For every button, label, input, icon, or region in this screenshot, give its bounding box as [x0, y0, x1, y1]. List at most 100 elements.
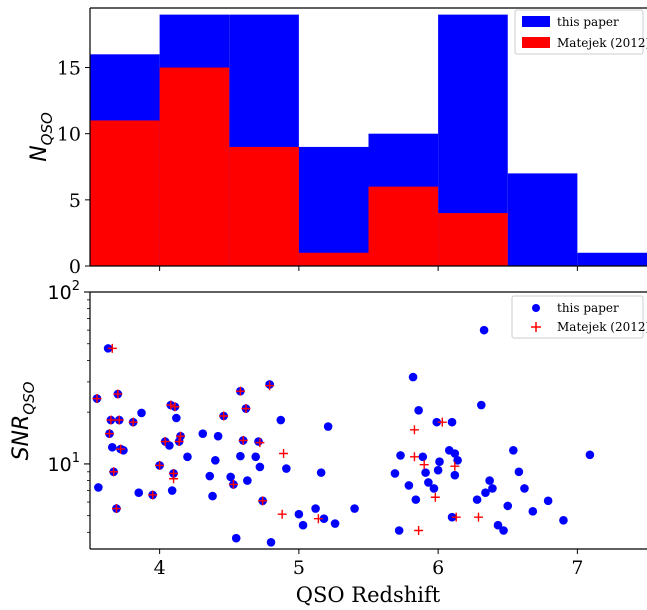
- scatter-point: [429, 484, 439, 493]
- scatter-axes: [89, 291, 647, 550]
- scatter-plus-marker: [255, 438, 265, 448]
- scatter-plus-marker: [148, 490, 158, 500]
- scatter-point: [134, 488, 144, 498]
- histogram-y-ticks: 0 5 10 15: [57, 58, 90, 278]
- scatter-point: [226, 472, 235, 482]
- scatter-point: [394, 526, 404, 535]
- scatter-plus-marker: [160, 437, 170, 447]
- scatter-point: [282, 464, 291, 473]
- scatter-point: [94, 483, 103, 492]
- scatter-point: [435, 457, 444, 467]
- scatter-point: [211, 455, 220, 465]
- scatter-point: [213, 431, 223, 441]
- scatter-point: [414, 406, 423, 415]
- scatter-point: [509, 446, 518, 455]
- scatter-point: [319, 514, 329, 524]
- scatter-plus-marker: [419, 460, 429, 470]
- scatter-point: [479, 325, 489, 335]
- scatter-point: [236, 451, 245, 461]
- scatter-point: [408, 372, 418, 382]
- scatter-plus-marker: [437, 417, 447, 427]
- scatter-plus-marker: [277, 509, 287, 519]
- scatter-plus-marker: [474, 512, 484, 522]
- legend-label-this-paper: this paper: [557, 15, 619, 29]
- scatter-y-tick-label: 102: [48, 279, 80, 304]
- scatter-point: [172, 413, 181, 423]
- scatter-plus-marker: [116, 444, 126, 454]
- scatter-plus-marker: [155, 460, 165, 470]
- scatter-point: [350, 504, 359, 513]
- scatter-point: [323, 422, 333, 431]
- scatter-point: [396, 451, 405, 460]
- scatter-panel: 101 102 4 5 6 7 SNRQSO QSO Redshift this pap…: [9, 279, 647, 607]
- scatter-plus-marker: [176, 431, 186, 441]
- scatter-point: [107, 442, 117, 452]
- scatter-plus-marker: [128, 417, 138, 427]
- scatter-plus-marker: [414, 525, 424, 535]
- histogram-bar: [368, 186, 439, 266]
- scatter-points-matejek: [92, 343, 484, 535]
- scatter-plus-marker: [241, 404, 251, 414]
- scatter-point: [266, 538, 276, 547]
- scatter-plus-marker: [228, 479, 238, 489]
- legend-label-matejek: Matejek (2012): [557, 36, 647, 50]
- legend-marker-matejek: [531, 322, 541, 332]
- scatter-x-axis-label: QSO Redshift: [296, 583, 441, 607]
- scatter-plus-marker: [104, 429, 114, 439]
- histogram-bar: [229, 146, 299, 266]
- scatter-point: [390, 469, 400, 478]
- scatter-point: [231, 533, 241, 543]
- scatter-point: [481, 488, 490, 498]
- scatter-plus-marker: [114, 415, 124, 425]
- scatter-point: [447, 417, 457, 427]
- scatter-point: [476, 400, 486, 410]
- scatter-point: [311, 504, 320, 513]
- histogram-bar: [438, 213, 508, 266]
- histogram-bar: [298, 146, 369, 266]
- scatter-point: [255, 462, 265, 472]
- scatter-plus-marker: [409, 425, 419, 435]
- histogram-y-tick-label: 5: [69, 190, 81, 212]
- histogram-bar: [298, 252, 369, 266]
- scatter-plus-marker: [451, 512, 461, 522]
- scatter-point: [411, 495, 421, 504]
- histogram-bar: [577, 252, 647, 266]
- histogram-bar: [90, 120, 160, 266]
- scatter-point: [243, 476, 252, 485]
- scatter-point: [499, 526, 508, 535]
- scatter-plus-marker: [107, 343, 117, 353]
- scatter-point: [528, 507, 538, 516]
- scatter-x-tick-label: 4: [154, 557, 166, 579]
- scatter-point: [432, 417, 442, 427]
- scatter-y-axis-label: SNRQSO: [9, 381, 38, 460]
- histogram-y-tick-label: 15: [57, 58, 81, 80]
- scatter-plus-marker: [92, 394, 102, 404]
- scatter-plus-marker: [113, 389, 123, 399]
- scatter-point: [276, 415, 286, 425]
- scatter-legend: this paper Matejek (2012): [511, 295, 647, 339]
- scatter-point: [330, 519, 340, 528]
- scatter-point: [251, 452, 261, 462]
- scatter-plus-marker: [111, 504, 121, 514]
- legend-swatch-this-paper: [522, 16, 550, 27]
- scatter-x-tick-label: 7: [571, 557, 583, 579]
- scatter-point: [208, 491, 217, 501]
- scatter-plus-marker: [174, 437, 184, 447]
- scatter-point: [485, 476, 494, 485]
- histogram-y-axis-label: NQSO: [27, 112, 56, 162]
- scatter-plus-marker: [265, 381, 275, 391]
- scatter-point: [450, 449, 460, 458]
- scatter-x-ticks: 4 5 6 7: [154, 549, 583, 579]
- legend-label-this-paper: this paper: [557, 301, 619, 315]
- scatter-legend-box: [511, 295, 644, 339]
- scatter-point: [294, 509, 304, 519]
- scatter-point: [472, 495, 482, 504]
- scatter-plus-marker: [313, 514, 323, 524]
- scatter-point: [316, 468, 326, 477]
- scatter-plus-marker: [169, 474, 179, 484]
- histogram-panel: 0 5 10 15 NQSO this paper Matejek (2012): [27, 7, 647, 278]
- scatter-point: [514, 467, 524, 477]
- scatter-point: [183, 452, 192, 462]
- histogram-bar: [507, 173, 578, 266]
- scatter-plus-marker: [238, 435, 248, 445]
